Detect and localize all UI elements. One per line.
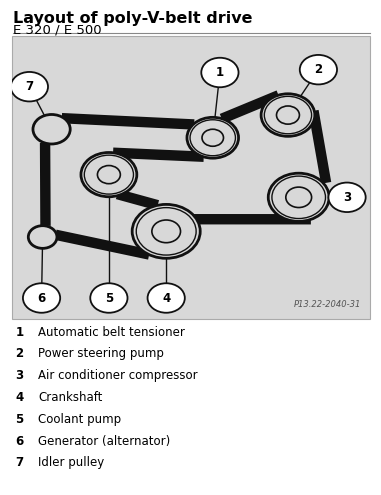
Circle shape: [264, 97, 312, 134]
Text: 2: 2: [314, 63, 322, 76]
Circle shape: [98, 165, 120, 184]
Text: 6: 6: [15, 435, 24, 447]
Text: E 320 / E 500: E 320 / E 500: [13, 24, 102, 37]
Circle shape: [132, 204, 200, 258]
Circle shape: [136, 207, 196, 255]
Text: Power steering pump: Power steering pump: [38, 347, 164, 360]
Text: 3: 3: [15, 369, 23, 382]
Text: Coolant pump: Coolant pump: [38, 413, 121, 426]
Circle shape: [286, 187, 312, 207]
Circle shape: [328, 183, 366, 212]
Circle shape: [23, 283, 60, 313]
Circle shape: [300, 55, 337, 85]
Text: 5: 5: [105, 292, 113, 304]
Text: 1: 1: [15, 326, 23, 339]
Circle shape: [277, 106, 299, 124]
Circle shape: [202, 129, 224, 146]
Text: Generator (alternator): Generator (alternator): [38, 435, 170, 447]
Text: 4: 4: [15, 391, 24, 404]
Text: 7: 7: [15, 456, 23, 469]
Circle shape: [268, 173, 329, 221]
Circle shape: [84, 155, 133, 194]
Circle shape: [11, 72, 48, 101]
Circle shape: [28, 226, 57, 248]
Text: 1: 1: [216, 66, 224, 79]
Text: Air conditioner compressor: Air conditioner compressor: [38, 369, 198, 382]
Circle shape: [190, 120, 235, 156]
Text: 5: 5: [15, 413, 24, 426]
Circle shape: [272, 176, 325, 218]
Text: 7: 7: [25, 80, 34, 93]
Text: 2: 2: [15, 347, 23, 360]
Circle shape: [187, 117, 239, 158]
Text: Automatic belt tensioner: Automatic belt tensioner: [38, 326, 185, 339]
Circle shape: [33, 114, 70, 144]
Bar: [12, 36, 370, 319]
Text: P13.22-2040-31: P13.22-2040-31: [294, 300, 361, 309]
Circle shape: [261, 94, 315, 136]
Circle shape: [90, 283, 128, 313]
Text: Crankshaft: Crankshaft: [38, 391, 102, 404]
Circle shape: [81, 152, 137, 197]
Text: Idler pulley: Idler pulley: [38, 456, 104, 469]
Text: 6: 6: [37, 292, 46, 304]
Circle shape: [201, 58, 239, 87]
Text: 3: 3: [343, 191, 351, 204]
Circle shape: [147, 283, 185, 313]
Circle shape: [152, 220, 181, 243]
Text: 4: 4: [162, 292, 170, 304]
Text: Layout of poly-V-belt drive: Layout of poly-V-belt drive: [13, 11, 253, 26]
